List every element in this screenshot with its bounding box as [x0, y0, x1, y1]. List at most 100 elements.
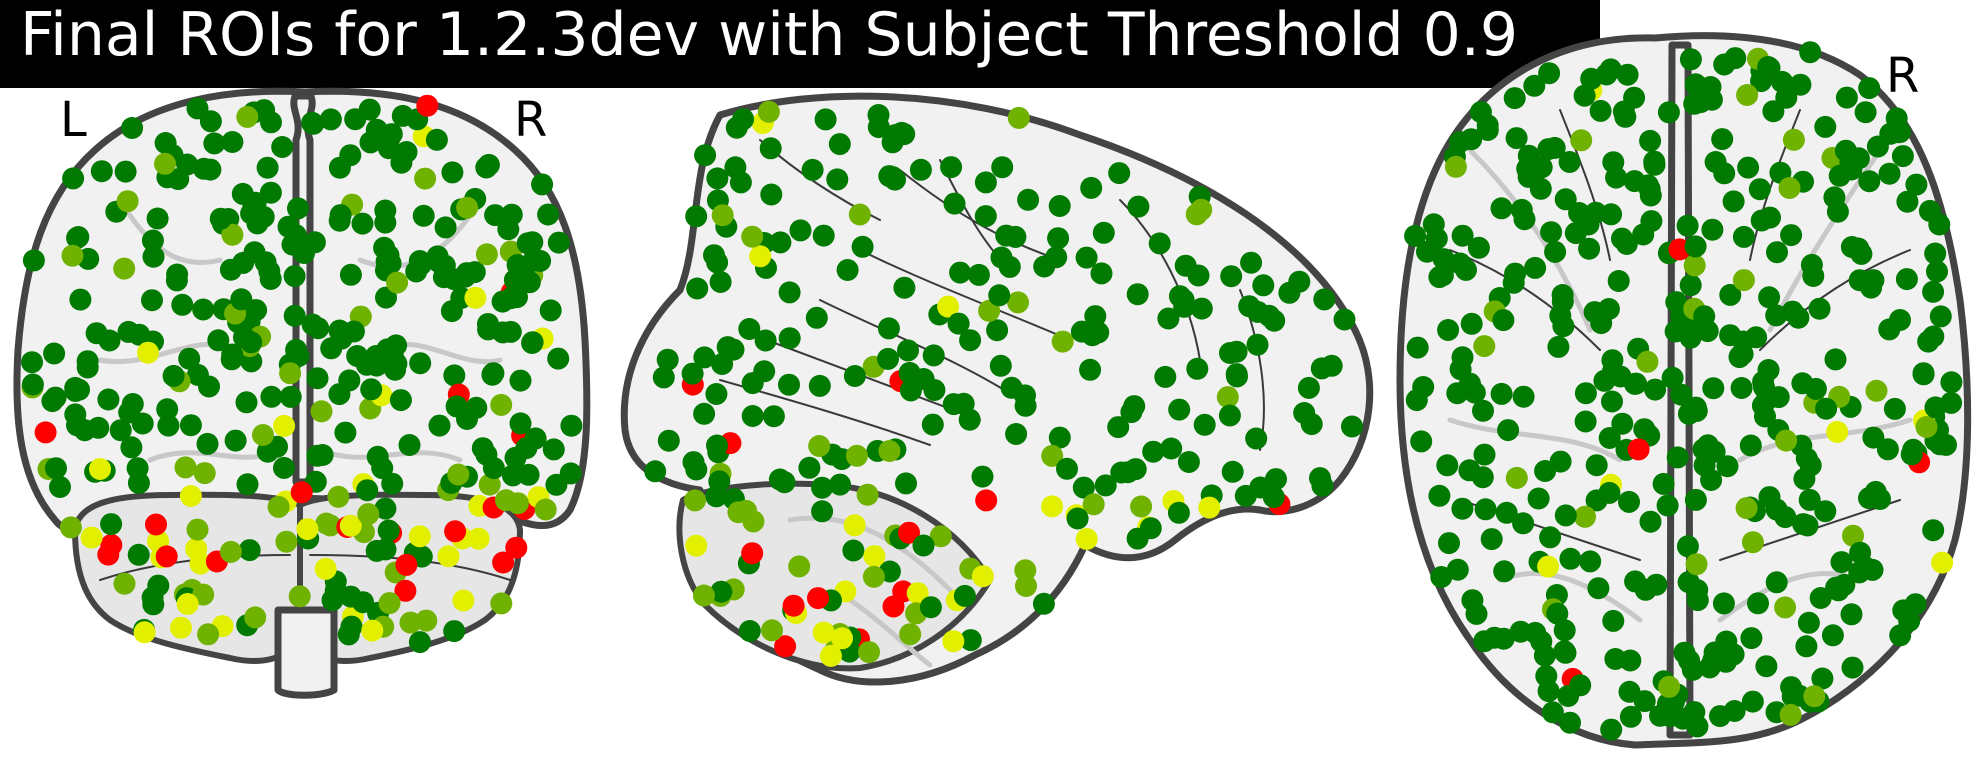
coronal-roi-marker [147, 574, 170, 597]
sagittal-roi-marker [1177, 451, 1200, 473]
axial-roi-marker [1702, 377, 1725, 400]
axial-roi-marker [1771, 70, 1794, 93]
coronal-roi-marker [539, 299, 562, 322]
sagittal-roi-marker [877, 347, 899, 370]
axial-roi-marker [1865, 379, 1888, 402]
axial-roi-marker [1652, 472, 1675, 495]
axial-roi-marker [1543, 136, 1566, 159]
axial-roi-marker [1544, 240, 1567, 263]
coronal-roi-marker [259, 181, 282, 204]
axial-roi-marker [1758, 286, 1781, 309]
coronal-roi-marker [192, 298, 215, 321]
sagittal-roi-marker [1186, 357, 1209, 380]
axial-roi-marker [1735, 497, 1758, 520]
axial-roi-marker [1552, 315, 1575, 338]
coronal-roi-marker [454, 265, 476, 288]
axial-roi-marker [1787, 306, 1810, 329]
axial-roi-marker [1601, 390, 1623, 413]
coronal-roi-marker [121, 393, 144, 415]
sagittal-roi-marker [1221, 460, 1244, 483]
axial-roi-marker [1709, 705, 1731, 728]
sagittal-roi-marker [805, 306, 828, 329]
axial-roi-marker [1757, 56, 1780, 78]
coronal-roi-marker [196, 432, 219, 455]
axial-roi-marker [1765, 571, 1788, 594]
axial-roi-marker [1406, 336, 1429, 359]
sagittal-roi-marker [778, 373, 800, 396]
axial-roi-marker [1795, 635, 1818, 658]
coronal-roi-marker [277, 215, 300, 238]
coronal-roi-marker [434, 216, 457, 239]
sagittal-roi-marker [922, 344, 945, 367]
axial-roi-marker [1473, 443, 1496, 466]
axial-roi-marker [1633, 418, 1656, 441]
axial-roi-marker [1537, 555, 1560, 578]
sagittal-roi-marker [826, 168, 849, 191]
sagittal-roi-marker [959, 629, 982, 652]
axial-roi-marker [1404, 224, 1427, 247]
sagittal-roi-marker [1252, 274, 1275, 297]
coronal-roi-marker [357, 503, 380, 526]
sagittal-roi-marker [988, 284, 1011, 307]
sagittal-roi-marker [709, 271, 732, 293]
coronal-brainstem [274, 606, 338, 699]
axial-roi-marker [1600, 718, 1623, 741]
axial-roi-marker [1739, 434, 1762, 457]
sagittal-roi-marker [899, 379, 922, 402]
axial-roi-marker [1804, 377, 1827, 400]
sagittal-roi-marker [923, 379, 946, 401]
coronal-roi-marker [179, 485, 202, 507]
axial-roi-marker [1765, 498, 1788, 521]
axial-roi-marker [1814, 115, 1837, 138]
axial-roi-marker [1924, 242, 1947, 265]
sagittal-roi-marker [812, 621, 835, 644]
axial-roi-marker [1540, 221, 1563, 244]
sagittal-roi-marker [858, 641, 880, 664]
coronal-roi-marker [529, 249, 552, 272]
sagittal-roi-marker [1041, 444, 1064, 467]
sagittal-roi-marker [1056, 457, 1078, 480]
axial-roi-marker [1538, 62, 1561, 85]
sagittal-roi-marker [1130, 495, 1153, 518]
sagittal-roi-marker [975, 489, 998, 512]
axial-roi-marker [1878, 162, 1901, 185]
sagittal-roi-marker [725, 116, 748, 139]
axial-roi-marker [1704, 151, 1727, 173]
coronal-roi-marker [482, 457, 505, 480]
coronal-roi-marker [145, 513, 167, 536]
axial-roi-marker [1883, 397, 1906, 420]
sagittal-roi-marker [1313, 288, 1336, 311]
coronal-roi-marker [339, 514, 362, 537]
sagittal-roi-marker [801, 158, 824, 181]
axial-roi-marker [1438, 532, 1460, 555]
sagittal-roi-marker [1075, 246, 1098, 269]
axial-roi-marker [1497, 419, 1520, 442]
coronal-roi-marker [288, 585, 311, 608]
axial-roi-marker [1796, 514, 1819, 537]
sagittal-roi-marker [1032, 592, 1055, 615]
sagittal-roi-marker [1107, 416, 1130, 439]
sagittal-roi-marker [851, 235, 874, 258]
axial-roi-marker [1601, 349, 1624, 372]
sagittal-roi-marker [1168, 398, 1191, 421]
sagittal-roi-marker [856, 483, 879, 506]
axial-roi-marker [1573, 84, 1596, 107]
axial-roi-marker [1889, 624, 1912, 647]
coronal-roi-marker [170, 616, 192, 639]
coronal-left-label: L [60, 92, 87, 148]
axial-roi-marker [1778, 177, 1801, 199]
axial-roi-marker [1587, 577, 1610, 600]
axial-roi-marker [1684, 73, 1707, 96]
coronal-roi-marker [391, 104, 414, 127]
coronal-roi-marker [90, 160, 113, 183]
axial-roi-marker [1703, 440, 1726, 463]
sagittal-roi-marker [1084, 305, 1107, 328]
coronal-roi-marker [121, 117, 144, 139]
coronal-roi-marker [381, 472, 404, 495]
coronal-roi-marker [142, 593, 165, 616]
coronal-roi-marker [296, 518, 319, 541]
axial-roi-marker [1748, 178, 1771, 201]
coronal-roi-marker [80, 526, 103, 549]
axial-roi-marker [1775, 429, 1798, 452]
axial-roi-marker [1803, 685, 1826, 708]
